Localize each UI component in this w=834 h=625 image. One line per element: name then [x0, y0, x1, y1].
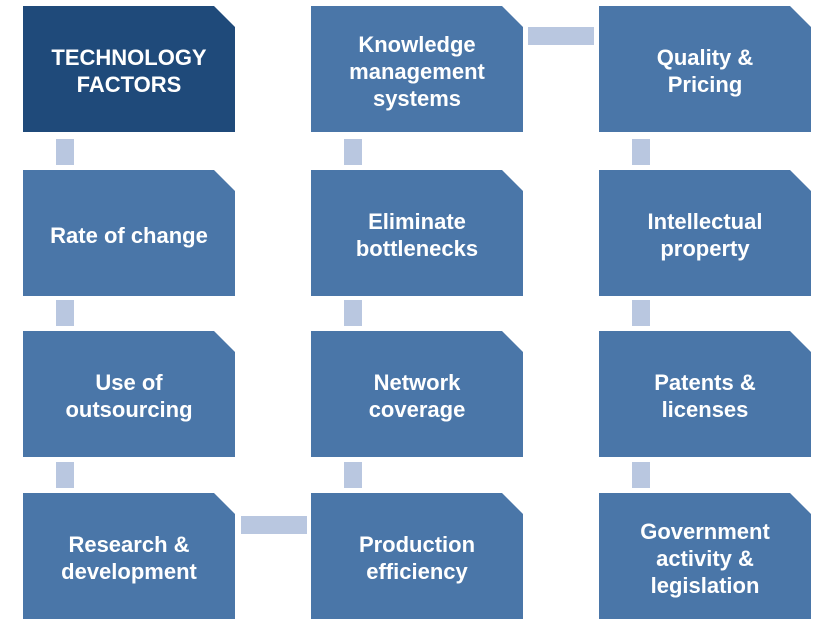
connector-vertical	[344, 462, 362, 488]
connector-vertical	[632, 139, 650, 165]
box-use-of-outsourcing: Use of outsourcing	[23, 331, 235, 457]
connector-vertical	[344, 139, 362, 165]
box-label: Use of outsourcing	[65, 370, 193, 422]
connector-vertical	[56, 300, 74, 326]
box-rate-of-change: Rate of change	[23, 170, 235, 296]
box-label: Network coverage	[368, 370, 466, 422]
box-network-coverage: Network coverage	[311, 331, 523, 457]
box-production-efficiency: Production efficiency	[311, 493, 523, 619]
box-technology-factors: TECHNOLOGY FACTORS	[23, 6, 235, 132]
box-eliminate-bottlenecks: Eliminate bottlenecks	[311, 170, 523, 296]
box-label: Patents & licenses	[654, 370, 756, 422]
box-intellectual-property: Intellectual property	[599, 170, 811, 296]
box-label: Production efficiency	[358, 532, 476, 584]
box-government-activity-legislation: Government activity & legislation	[599, 493, 811, 619]
box-label: Research & development	[61, 532, 197, 584]
box-label: Knowledge management systems	[349, 31, 485, 111]
box-label: Rate of change	[50, 222, 208, 248]
connector-vertical	[344, 300, 362, 326]
connector-horizontal	[241, 516, 307, 534]
box-knowledge-management-systems: Knowledge management systems	[311, 6, 523, 132]
box-quality-pricing: Quality & Pricing	[599, 6, 811, 132]
connector-vertical	[632, 462, 650, 488]
box-research-development: Research & development	[23, 493, 235, 619]
connector-vertical	[56, 139, 74, 165]
box-label: Quality & Pricing	[656, 45, 754, 97]
connector-vertical	[56, 462, 74, 488]
box-label: Eliminate bottlenecks	[355, 209, 479, 261]
box-label: Intellectual property	[647, 209, 763, 261]
box-label: Government activity & legislation	[640, 518, 770, 598]
box-label: TECHNOLOGY FACTORS	[51, 45, 207, 97]
box-patents-licenses: Patents & licenses	[599, 331, 811, 457]
connector-vertical	[632, 300, 650, 326]
connector-horizontal	[528, 27, 594, 45]
